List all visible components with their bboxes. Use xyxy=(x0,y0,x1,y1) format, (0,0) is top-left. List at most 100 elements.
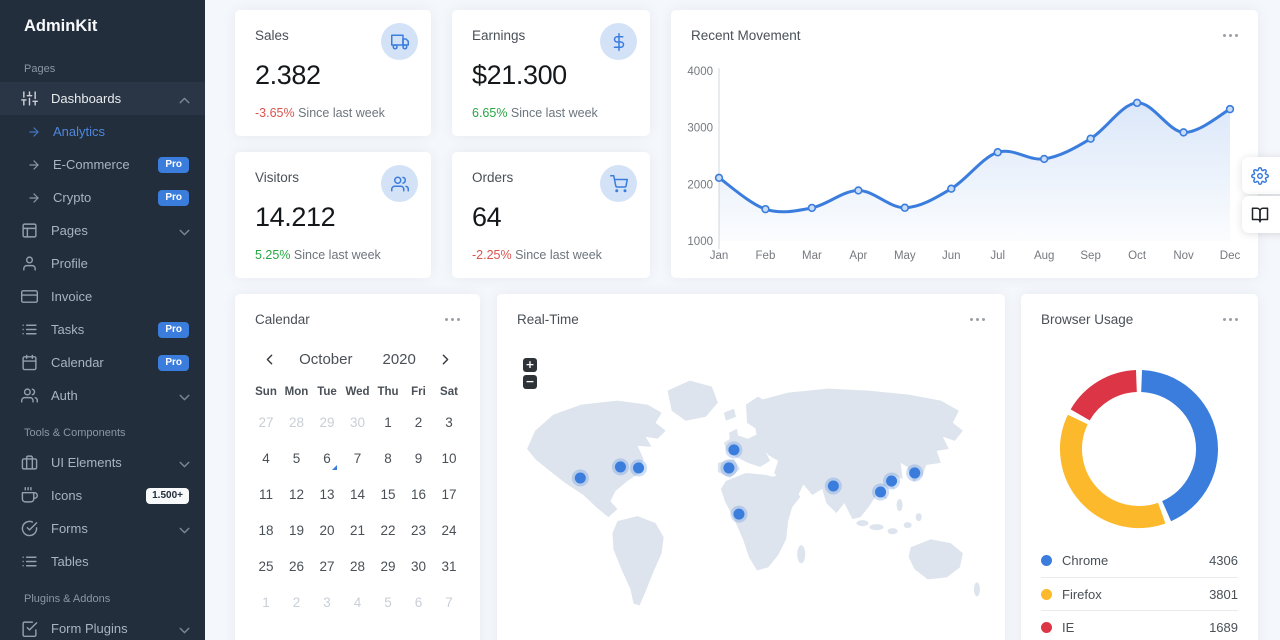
svg-text:Apr: Apr xyxy=(849,250,867,262)
calendar-day[interactable]: 28 xyxy=(349,558,366,574)
map-zoom-in-button[interactable]: + xyxy=(523,358,537,372)
calendar-day[interactable]: 29 xyxy=(319,414,335,430)
browser-donut-chart[interactable] xyxy=(1054,364,1224,534)
sidebar-item-auth[interactable]: Auth xyxy=(0,379,205,412)
sidebar-item-calendar[interactable]: Calendar Pro xyxy=(0,346,205,379)
map-marker[interactable] xyxy=(909,467,921,479)
sidebar-item-crypto[interactable]: Crypto Pro xyxy=(0,181,205,214)
calendar-day[interactable]: 17 xyxy=(441,486,457,502)
calendar-day[interactable]: 31 xyxy=(441,558,457,574)
chart-point[interactable] xyxy=(947,184,956,193)
chart-point[interactable] xyxy=(714,173,724,183)
sidebar-item-pages[interactable]: Pages xyxy=(0,214,205,247)
calendar-day[interactable]: 5 xyxy=(384,594,392,610)
calendar-day[interactable]: 15 xyxy=(380,486,396,502)
calendar-year[interactable]: 2020 xyxy=(382,351,416,368)
calendar-day[interactable]: 7 xyxy=(353,450,362,466)
calendar-day[interactable]: 9 xyxy=(414,450,423,466)
calendar-day[interactable]: 13 xyxy=(319,486,335,502)
sidebar-item-analytics[interactable]: Analytics xyxy=(0,115,205,148)
chart-point[interactable] xyxy=(1086,134,1095,143)
more-menu-icon[interactable] xyxy=(1222,30,1238,42)
map-marker[interactable] xyxy=(614,461,626,473)
donut-segment-chrome[interactable] xyxy=(1140,370,1218,522)
map-marker[interactable] xyxy=(574,472,586,484)
calendar-day[interactable]: 26 xyxy=(288,558,305,574)
calendar-day[interactable]: 3 xyxy=(445,414,453,430)
sidebar-item-label: Forms xyxy=(51,521,88,536)
stat-title: Orders xyxy=(472,170,514,185)
calendar-day[interactable]: 28 xyxy=(288,414,305,430)
chart-point[interactable] xyxy=(900,203,910,212)
sidebar-item-icons[interactable]: Icons 1.500+ xyxy=(0,479,205,512)
calendar-day[interactable]: 1 xyxy=(262,594,270,610)
calendar-day[interactable]: 11 xyxy=(258,486,273,502)
documentation-button[interactable] xyxy=(1242,196,1280,233)
map-marker[interactable] xyxy=(875,486,887,498)
donut-segment-ie[interactable] xyxy=(1070,370,1138,421)
calendar-day[interactable]: 27 xyxy=(319,558,335,574)
brand[interactable]: AdminKit xyxy=(24,17,98,35)
calendar-day[interactable]: 25 xyxy=(258,558,274,574)
sidebar-item-tasks[interactable]: Tasks Pro xyxy=(0,313,205,346)
calendar-day[interactable]: 1 xyxy=(384,414,392,430)
calendar-day[interactable]: 30 xyxy=(410,558,427,574)
calendar-day[interactable]: 4 xyxy=(262,450,270,466)
sidebar-item-tables[interactable]: Tables xyxy=(0,545,205,578)
calendar-day[interactable]: 29 xyxy=(380,558,396,574)
sidebar-item-invoice[interactable]: Invoice xyxy=(0,280,205,313)
chart-point[interactable] xyxy=(1225,104,1235,114)
sidebar-item-ui-elements[interactable]: UI Elements xyxy=(0,446,205,479)
calendar-day[interactable]: 14 xyxy=(349,486,366,502)
sidebar-item-forms[interactable]: Forms xyxy=(0,512,205,545)
more-menu-icon[interactable] xyxy=(969,314,985,326)
chart-point[interactable] xyxy=(1132,98,1142,108)
more-menu-icon[interactable] xyxy=(1222,314,1238,326)
chart-point[interactable] xyxy=(761,204,770,214)
calendar-day-today[interactable]: 6 xyxy=(312,440,343,476)
map-marker[interactable] xyxy=(633,462,645,474)
calendar-day[interactable]: 22 xyxy=(380,522,396,538)
calendar-day[interactable]: 8 xyxy=(384,450,392,466)
sidebar-item-form-plugins[interactable]: Form Plugins xyxy=(0,612,205,640)
calendar-day[interactable]: 10 xyxy=(441,450,457,466)
more-menu-icon[interactable] xyxy=(444,314,460,326)
chevron-right-icon[interactable] xyxy=(437,351,454,368)
map-marker[interactable] xyxy=(827,480,839,492)
calendar-day[interactable]: 3 xyxy=(323,594,331,610)
calendar-day[interactable]: 20 xyxy=(319,522,335,538)
sidebar-item-dashboards[interactable]: Dashboards xyxy=(0,82,205,115)
chevron-left-icon[interactable] xyxy=(261,351,278,368)
calendar-day[interactable]: 12 xyxy=(288,486,305,502)
chart-point[interactable] xyxy=(854,186,863,195)
calendar-day[interactable]: 4 xyxy=(353,594,362,610)
calendar-day[interactable]: 19 xyxy=(288,522,305,538)
movement-line-chart[interactable]: 1000 2000 3000 4000 Jan Feb Mar Apr May Jun Jul Aug… xyxy=(671,10,1258,278)
calendar-day[interactable]: 2 xyxy=(414,414,423,430)
chart-point[interactable] xyxy=(807,203,817,213)
donut-segment-firefox[interactable] xyxy=(1060,414,1166,528)
calendar-day[interactable]: 7 xyxy=(445,594,453,610)
calendar-day[interactable]: 6 xyxy=(414,594,423,610)
map-marker[interactable] xyxy=(728,444,740,456)
chart-point[interactable] xyxy=(993,148,1002,157)
chart-point[interactable] xyxy=(1039,154,1049,164)
map-marker[interactable] xyxy=(733,508,745,520)
sidebar-item-profile[interactable]: Profile xyxy=(0,247,205,280)
calendar-day[interactable]: 24 xyxy=(441,522,457,538)
calendar-day[interactable]: 21 xyxy=(349,522,366,538)
settings-button[interactable] xyxy=(1242,157,1280,194)
calendar-day[interactable]: 27 xyxy=(258,414,274,430)
calendar-day[interactable]: 5 xyxy=(292,450,301,466)
layout-icon xyxy=(22,223,37,238)
calendar-day[interactable]: 2 xyxy=(292,594,301,610)
map-zoom-out-button[interactable]: − xyxy=(523,375,537,389)
calendar-day[interactable]: 18 xyxy=(258,522,274,538)
chart-point[interactable] xyxy=(1179,128,1188,137)
map-marker[interactable] xyxy=(886,475,898,487)
calendar-day[interactable]: 23 xyxy=(410,522,427,538)
calendar-day[interactable]: 30 xyxy=(349,414,366,430)
calendar-day[interactable]: 16 xyxy=(410,486,427,502)
map-marker[interactable] xyxy=(723,462,735,474)
sidebar-item-e-commerce[interactable]: E-Commerce Pro xyxy=(0,148,205,181)
